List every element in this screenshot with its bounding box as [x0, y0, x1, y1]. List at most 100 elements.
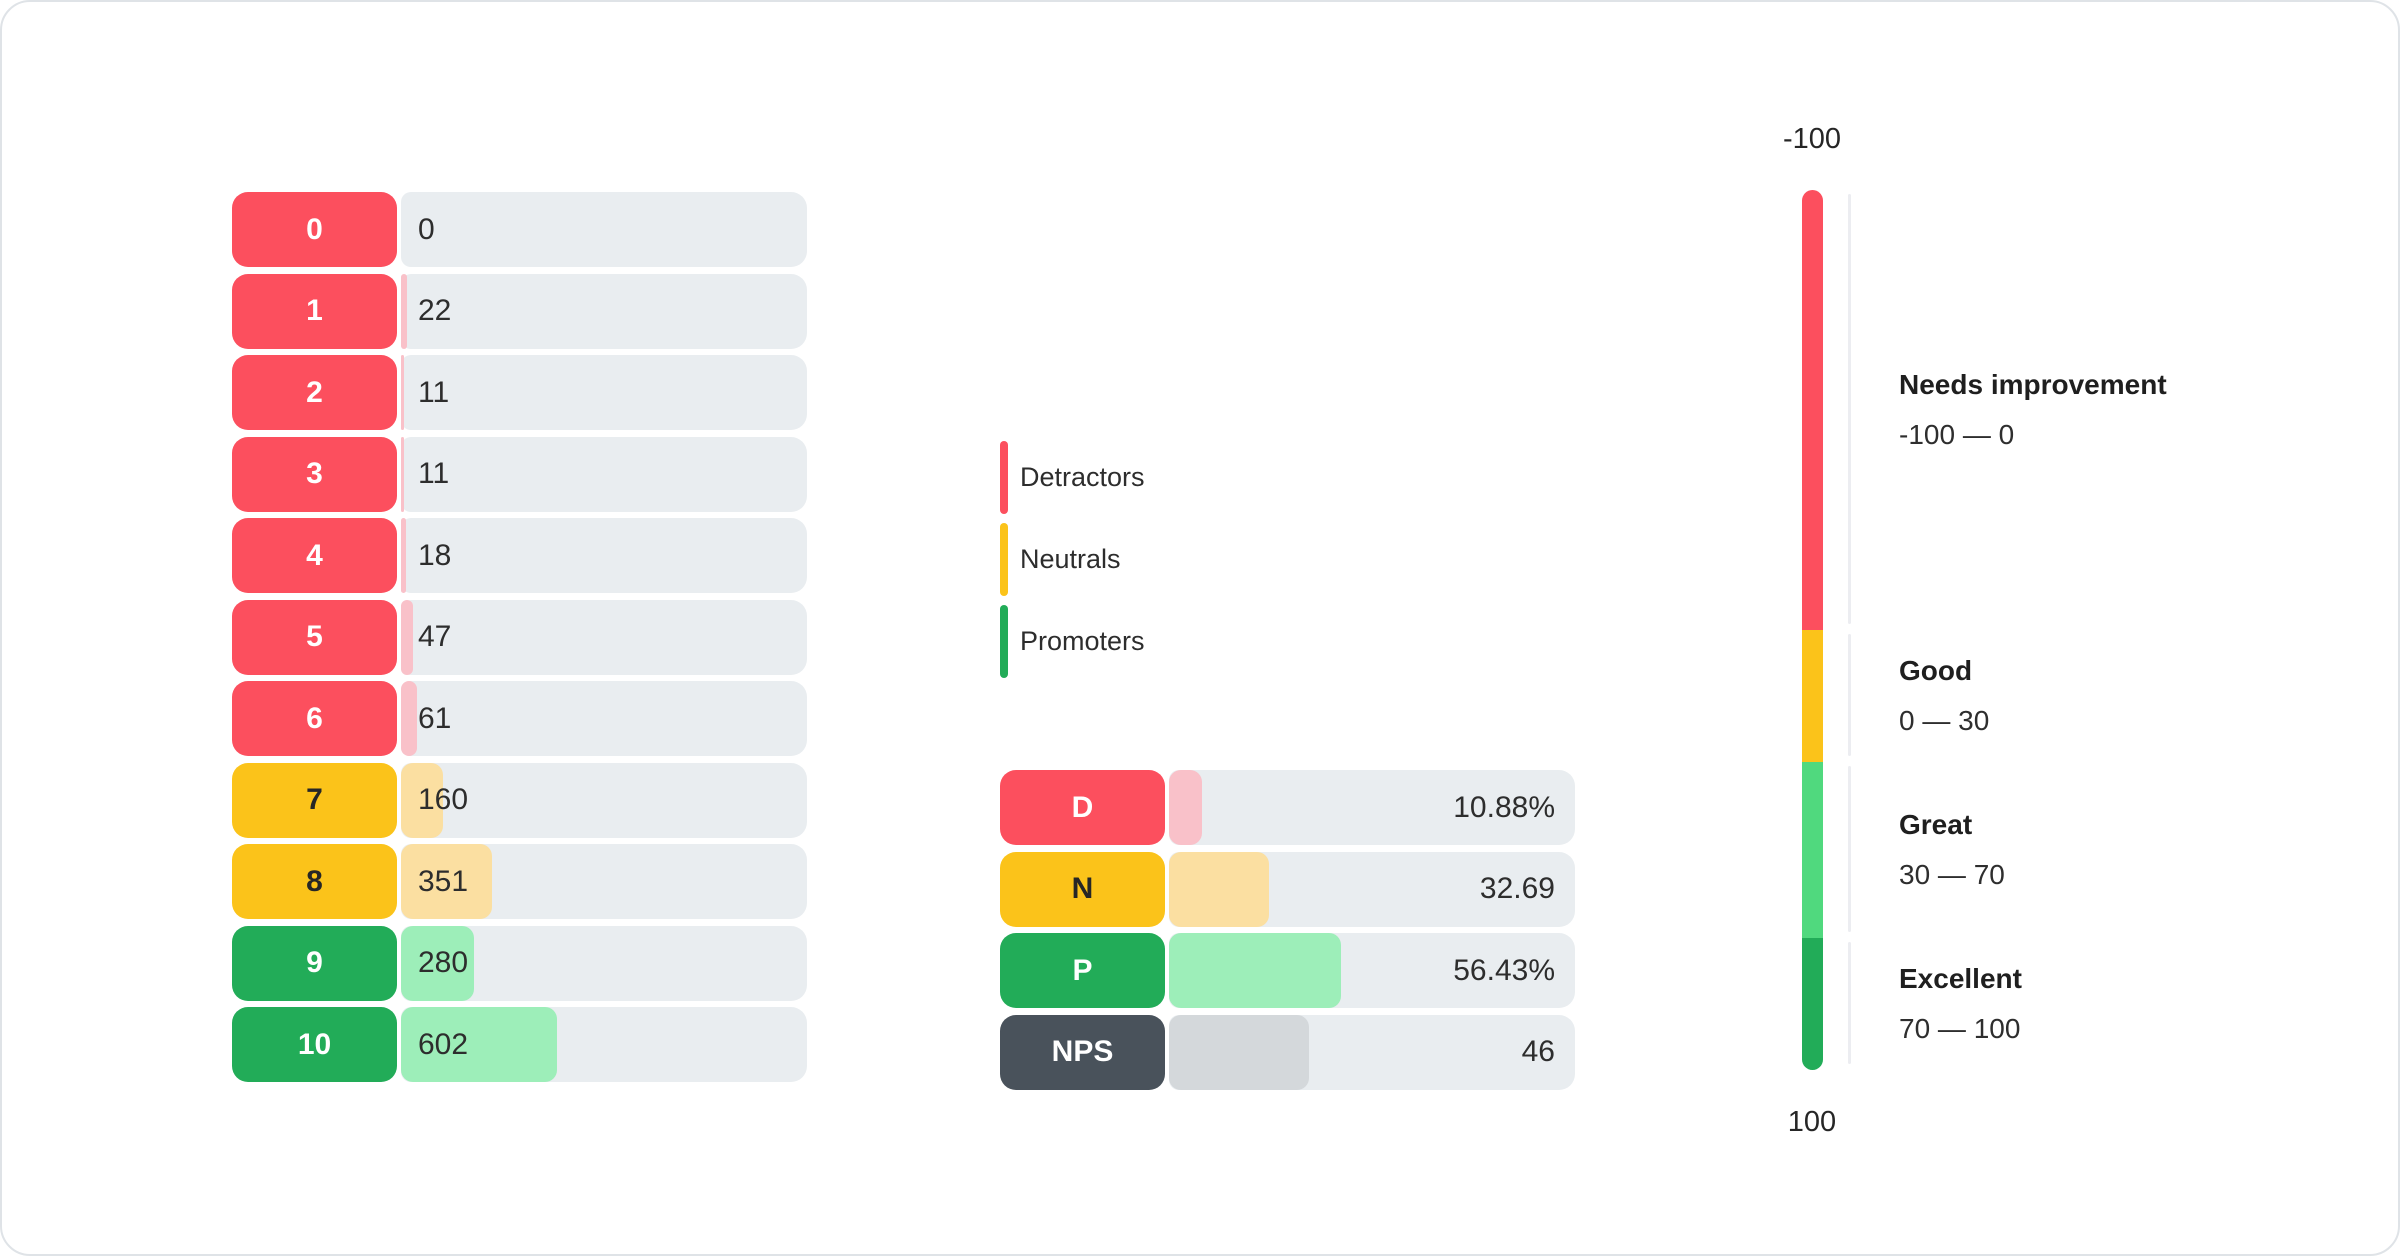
- legend-item: Neutrals: [1000, 523, 1145, 596]
- summary-bar-fill: [1169, 933, 1341, 1008]
- legend-item: Promoters: [1000, 605, 1145, 678]
- score-badge: 4: [232, 518, 397, 593]
- gauge-max-label: 100: [1787, 1106, 1837, 1138]
- summary-value: 46: [1521, 1035, 1555, 1068]
- score-bar-fill: [401, 599, 414, 675]
- score-bar-fill: [401, 436, 404, 512]
- legend-color-bar: [1000, 523, 1008, 596]
- gauge-tick-line: [1848, 942, 1851, 1064]
- summary-bar-track: 32.69: [1169, 851, 1575, 927]
- score-bar-track: 22: [401, 273, 807, 349]
- score-bar-track: 0: [401, 192, 807, 267]
- score-count: 351: [418, 864, 469, 898]
- gauge-zone-labels: Needs improvement -100 — 0 Good 0 — 30 G…: [1899, 190, 2379, 1070]
- gauge-min-label: -100: [1782, 123, 1842, 155]
- score-distribution-chart: 0 0 1 22 2 11 3 11 4 18 5 47: [232, 192, 807, 1082]
- gauge-zone-label: Great 30 — 70: [1899, 762, 2005, 938]
- score-badge: 9: [232, 925, 397, 1001]
- gauge-tick-line: [1848, 766, 1851, 932]
- score-bar-fill: [401, 925, 474, 1001]
- score-row: 5 47: [232, 599, 807, 675]
- summary-bar-fill: [1169, 1014, 1310, 1090]
- score-badge: 2: [232, 355, 397, 430]
- score-count: 11: [418, 457, 450, 490]
- score-bar-fill: [401, 762, 443, 838]
- summary-row: N 32.69: [1000, 851, 1575, 927]
- score-row: 1 22: [232, 273, 807, 349]
- score-bar-fill: [401, 355, 404, 430]
- summary-value: 56.43%: [1453, 953, 1555, 987]
- legend-color-bar: [1000, 605, 1008, 678]
- gauge-ticks: [1848, 190, 1851, 1070]
- score-badge: 6: [232, 681, 397, 756]
- score-bar-track: 61: [401, 681, 807, 756]
- score-bar-track: 602: [401, 1007, 807, 1082]
- summary-badge: NPS: [1000, 1014, 1165, 1090]
- score-bar-fill: [401, 681, 417, 756]
- gauge-bar: [1802, 190, 1823, 1070]
- gauge-zone-range: 0 — 30: [1899, 705, 1990, 736]
- legend: Detractors Neutrals Promoters: [1000, 441, 1145, 687]
- score-count: 61: [418, 701, 452, 735]
- summary-bar-track: 10.88%: [1169, 770, 1575, 845]
- summary-row: NPS 46: [1000, 1014, 1575, 1090]
- score-count: 160: [418, 783, 469, 816]
- score-count: 47: [418, 620, 452, 653]
- summary-badge: D: [1000, 770, 1165, 845]
- score-row: 6 61: [232, 681, 807, 756]
- gauge-segment: [1802, 630, 1823, 762]
- score-bar-fill: [401, 518, 406, 593]
- gauge-zone-label: Needs improvement -100 — 0: [1899, 190, 2167, 630]
- summary-badge: P: [1000, 933, 1165, 1008]
- score-bar-track: 11: [401, 355, 807, 430]
- summary-bar-track: 46: [1169, 1014, 1575, 1090]
- summary-row: P 56.43%: [1000, 933, 1575, 1008]
- summary-row: D 10.88%: [1000, 770, 1575, 845]
- gauge-segment: [1802, 190, 1823, 630]
- legend-label: Promoters: [1020, 626, 1145, 656]
- summary-bar-track: 56.43%: [1169, 933, 1575, 1008]
- score-bar-fill: [401, 844, 493, 919]
- gauge-tick-line: [1848, 634, 1851, 756]
- score-row: 2 11: [232, 355, 807, 430]
- score-badge: 1: [232, 273, 397, 349]
- gauge-zone-title: Needs improvement: [1899, 369, 2167, 400]
- summary-value: 10.88%: [1453, 790, 1555, 824]
- score-row: 3 11: [232, 436, 807, 512]
- gauge-zone-label: Good 0 — 30: [1899, 630, 1989, 762]
- score-bar-track: 11: [401, 436, 807, 512]
- score-bar-track: 18: [401, 518, 807, 593]
- legend-color-bar: [1000, 441, 1008, 514]
- score-badge: 7: [232, 762, 397, 838]
- score-count: 280: [418, 946, 469, 979]
- score-count: 22: [418, 294, 452, 327]
- score-bar-fill: [401, 1007, 558, 1082]
- score-count: 11: [418, 375, 450, 409]
- gauge-zone-title: Great: [1899, 809, 1973, 840]
- score-row: 0 0: [232, 192, 807, 267]
- summary-badge: N: [1000, 851, 1165, 927]
- summary-bar-fill: [1169, 770, 1203, 845]
- score-row: 7 160: [232, 762, 807, 838]
- summary-bar-fill: [1169, 851, 1269, 927]
- gauge-segment: [1802, 938, 1823, 1070]
- score-row: 4 18: [232, 518, 807, 593]
- legend-label: Detractors: [1020, 462, 1145, 492]
- legend-item: Detractors: [1000, 441, 1145, 514]
- score-badge: 5: [232, 599, 397, 675]
- score-badge: 3: [232, 436, 397, 512]
- gauge-zone-range: 70 — 100: [1899, 1013, 2021, 1044]
- nps-scale-gauge: -100 Needs improvement -100 — 0 Good 0 —…: [1783, 123, 2398, 1138]
- gauge-segment: [1802, 762, 1823, 938]
- score-bar-track: 160: [401, 762, 807, 838]
- score-bar-track: 47: [401, 599, 807, 675]
- gauge-zone-label: Excellent 70 — 100: [1899, 938, 2022, 1070]
- score-bar-fill: [401, 273, 407, 349]
- score-count: 0: [418, 212, 435, 246]
- score-bar-track: 351: [401, 844, 807, 919]
- score-row: 8 351: [232, 844, 807, 919]
- gauge-zone-range: 30 — 70: [1899, 859, 2005, 890]
- score-bar-track: 280: [401, 925, 807, 1001]
- gauge-zone-title: Excellent: [1899, 963, 2022, 994]
